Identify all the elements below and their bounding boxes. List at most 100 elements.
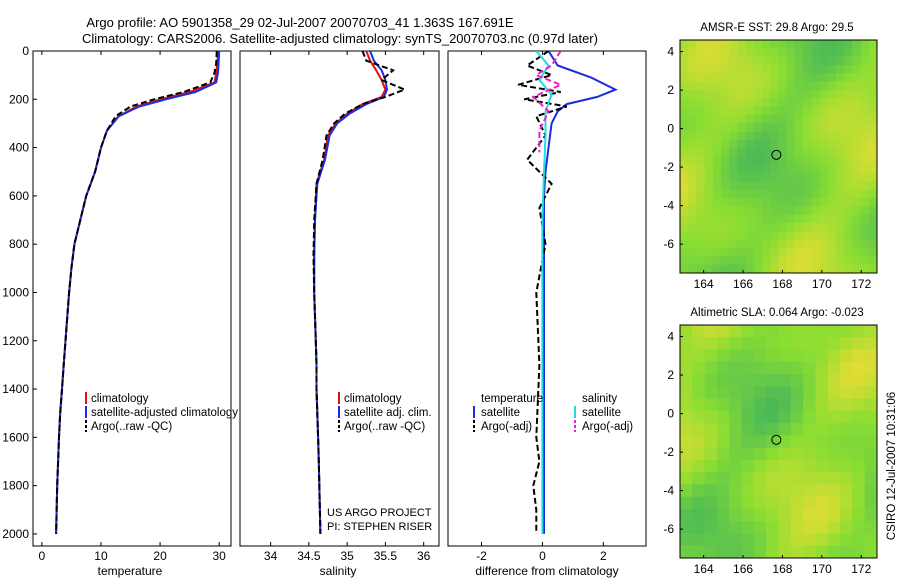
map-cell: [819, 40, 829, 49]
map-cell: [737, 64, 747, 74]
map-cell: [790, 325, 804, 338]
map-cell: [835, 206, 845, 216]
map-cell: [786, 148, 796, 157]
x-tick-label: 35.5: [374, 549, 398, 563]
map-cell: [688, 198, 697, 207]
map-cell: [688, 164, 697, 174]
map-cell: [827, 398, 841, 412]
map-cell: [835, 106, 845, 116]
map-cell: [860, 231, 870, 241]
map-cell: [786, 181, 796, 191]
map-cell: [803, 139, 812, 149]
map-cell: [692, 508, 706, 522]
map-cell: [860, 64, 870, 74]
map-cell: [737, 139, 747, 149]
map-cell: [840, 423, 853, 436]
map-cell: [745, 256, 755, 266]
map-cell: [864, 374, 878, 387]
map-cell: [712, 239, 722, 249]
map-cell: [721, 139, 730, 149]
map-cell: [790, 361, 804, 375]
map-cell: [844, 56, 853, 66]
map-cell: [741, 521, 755, 534]
map-cell: [680, 545, 693, 559]
map-cell: [745, 206, 755, 216]
map-cell: [803, 123, 812, 132]
map-y-tick-label: -4: [663, 199, 674, 213]
map-cell: [794, 148, 804, 157]
map-cell: [840, 386, 853, 399]
map-cell: [794, 114, 804, 124]
map-cell: [835, 148, 845, 157]
map-cell: [860, 198, 870, 207]
map-cell: [753, 40, 763, 49]
map-cell: [688, 131, 697, 141]
map-cell: [819, 189, 829, 199]
map-cell: [704, 198, 714, 207]
map-cell: [688, 73, 697, 83]
map-cell: [778, 398, 792, 412]
map-cell: [778, 189, 788, 199]
map-cell: [803, 248, 812, 257]
map-cell: [770, 148, 779, 157]
map-cell: [753, 98, 763, 107]
map-cell: [729, 256, 738, 266]
map-cell: [745, 264, 755, 274]
map-cell: [778, 239, 788, 249]
map-cell: [794, 231, 804, 241]
map-cell: [860, 214, 870, 224]
map-cell: [794, 239, 804, 249]
map-cell: [835, 48, 845, 58]
map-cell: [704, 156, 714, 166]
map-cell: [770, 98, 779, 107]
map-cell: [704, 374, 718, 387]
map-cell: [860, 139, 870, 149]
map-cell: [729, 156, 738, 166]
map-cell: [840, 472, 853, 485]
map-cell: [860, 89, 870, 99]
map-cell: [803, 173, 812, 182]
map-cell: [835, 164, 845, 174]
map-cell: [745, 81, 755, 91]
map-x-tick-label: 168: [772, 277, 792, 291]
map-cell: [852, 256, 861, 266]
map-cell: [844, 123, 853, 132]
map-cell: [811, 206, 820, 216]
map-cell: [868, 139, 878, 149]
map-cell: [860, 264, 870, 274]
map-cell: [778, 98, 788, 107]
map-cell: [840, 398, 853, 412]
map-cell: [864, 410, 878, 424]
sla-map-frame: [679, 324, 878, 559]
map-cell: [868, 181, 878, 191]
map-cell: [680, 484, 693, 498]
credit-label: CSIRO 12-Jul-2007 10:31:06: [886, 392, 898, 540]
difference-axes-frame: [447, 50, 647, 547]
map-cell: [712, 139, 722, 149]
map-cell: [737, 239, 747, 249]
map-cell: [786, 98, 796, 107]
map-cell: [860, 56, 870, 66]
map-cell: [741, 545, 755, 559]
map-cell: [778, 81, 788, 91]
map-cell: [811, 239, 820, 249]
map-cell: [819, 248, 829, 257]
map-cell: [692, 472, 706, 485]
map-cell: [827, 521, 841, 534]
map-cell: [770, 64, 779, 74]
map-cell: [721, 223, 730, 232]
map-cell: [692, 521, 706, 534]
map-cell: [778, 423, 792, 436]
map-cell: [688, 189, 697, 199]
map-cell: [692, 459, 706, 473]
map-cell: [778, 496, 792, 510]
difference-panel: -2 0 2 difference from climatology tempera…: [447, 50, 647, 578]
map-cell: [762, 173, 771, 182]
map-cell: [835, 81, 845, 91]
map-cell: [819, 256, 829, 266]
map-cell: [811, 164, 820, 174]
map-cell: [704, 189, 714, 199]
map-cell: [819, 106, 829, 116]
map-cell: [729, 56, 738, 66]
figure-title-line1: Argo profile: AO 5901358_29 02-Jul-2007 …: [86, 15, 514, 30]
